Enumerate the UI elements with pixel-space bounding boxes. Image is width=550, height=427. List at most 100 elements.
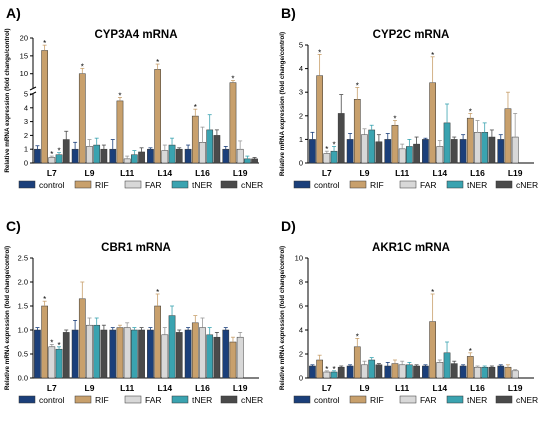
- bar-FAR-L19: [511, 370, 519, 379]
- bar-RIF-L14: [429, 321, 436, 379]
- y-tick-label: 5: [24, 90, 28, 99]
- legend-label-tNER: tNER: [192, 180, 212, 190]
- bar-RIF-L9: [78, 298, 86, 379]
- bar-control-L14: [422, 139, 429, 164]
- legend-label-FAR: FAR: [145, 180, 162, 190]
- bar-RIF-L7: [316, 359, 323, 379]
- legend-swatch-RIF: [74, 395, 92, 404]
- bar-tNER-L7: [55, 154, 63, 164]
- bar-control-L14: [147, 148, 154, 164]
- x-tick-label: L16: [195, 383, 210, 393]
- bar-cNER-L11: [138, 151, 145, 164]
- bar-control-L19: [222, 329, 230, 379]
- y-tick-label: 2: [24, 131, 28, 140]
- legend-swatch-tNER: [171, 395, 189, 404]
- y-tick-label: 2.0: [18, 278, 28, 287]
- legend-swatch-control: [18, 395, 36, 404]
- significance-star: *: [318, 48, 321, 57]
- bar-tNER-L16: [206, 334, 214, 379]
- bar-RIF-L7: [41, 50, 48, 164]
- bar-cNER-L16: [213, 135, 221, 164]
- y-tick-label: 0: [24, 159, 28, 168]
- bar-RIF-L19: [504, 108, 512, 164]
- legend-label-control: control: [39, 180, 65, 190]
- bar-FAR-L14: [436, 146, 444, 164]
- bar-control-L19: [497, 365, 505, 379]
- bar-cNER-L11: [413, 143, 420, 164]
- legend-label-RIF: RIF: [95, 395, 109, 405]
- bar-RIF-L9: [353, 99, 361, 164]
- bar-tNER-L9: [93, 324, 101, 379]
- bar-FAR-L7: [323, 153, 331, 164]
- bar-tNER-L19: [244, 158, 251, 164]
- y-tick-label: 2.5: [18, 254, 28, 263]
- bar-tNER-L11: [131, 154, 138, 164]
- bar-cNER-L16: [488, 136, 496, 164]
- y-tick-label: 2: [299, 111, 303, 120]
- bar-control-L7: [309, 139, 316, 164]
- y-tick-label: 3: [24, 117, 28, 126]
- bar-RIF-L9: [78, 73, 86, 164]
- x-tick-label: L9: [360, 383, 370, 393]
- bar-FAR-L9: [361, 134, 368, 164]
- bar-FAR-L16: [199, 327, 206, 379]
- bar-tNER-L9: [368, 129, 376, 164]
- x-tick-label: L19: [508, 168, 523, 178]
- chart-title: AKR1C mRNA: [372, 242, 450, 254]
- bar-cNER-L16: [488, 366, 496, 379]
- bar-tNER-L14: [443, 122, 451, 164]
- legend-label-FAR: FAR: [420, 395, 437, 405]
- bar-control-L16: [459, 139, 467, 164]
- legend-swatch-tNER: [446, 395, 464, 404]
- bar-tNER-L16: [206, 129, 214, 164]
- legend-swatch-control: [293, 180, 311, 189]
- legend-swatch-cNER: [495, 180, 513, 189]
- legend-label-FAR: FAR: [420, 180, 437, 190]
- bar-control-L7: [309, 365, 316, 379]
- panel-letter: A): [6, 5, 21, 21]
- bar-cNER-L19: [251, 158, 258, 164]
- legend-swatch-FAR: [124, 180, 142, 189]
- x-tick-label: L16: [470, 168, 485, 178]
- chart-title: CYP2C mRNA: [373, 29, 450, 41]
- bar-tNER-L16: [481, 132, 489, 164]
- x-tick-label: L19: [233, 168, 248, 178]
- y-tick-label: 10: [20, 69, 28, 78]
- y-tick-label: 0.5: [18, 350, 28, 359]
- bar-tNER-L7: [330, 150, 338, 164]
- bar-cNER-L14: [175, 332, 183, 379]
- bar-control-L19: [497, 139, 505, 164]
- significance-star: *: [50, 150, 53, 159]
- bar-tNER-L14: [443, 352, 451, 379]
- legend-swatch-cNER: [220, 395, 238, 404]
- y-tick-label: 4: [299, 64, 303, 73]
- y-tick-label: 3: [299, 88, 303, 97]
- bar-control-L7: [34, 329, 41, 379]
- legend-swatch-FAR: [124, 395, 142, 404]
- bar-cNER-L7: [337, 366, 345, 379]
- significance-star: *: [81, 62, 84, 71]
- bar-RIF-L9: [353, 346, 361, 379]
- bar-RIF-L14: [154, 305, 161, 379]
- significance-star: *: [332, 140, 335, 149]
- legend-label-RIF: RIF: [95, 180, 109, 190]
- legend-label-RIF: RIF: [370, 395, 384, 405]
- chart-panel-1: A) CYP3A4 mRNA Relative mRNA expression (f…: [4, 5, 263, 190]
- bar-RIF-L16: [466, 117, 474, 164]
- bar-RIF-L16: [466, 356, 474, 379]
- bar-cNER-L16: [213, 336, 221, 379]
- x-tick-label: L7: [322, 383, 332, 393]
- significance-star: *: [356, 81, 359, 90]
- x-tick-label: L11: [395, 383, 409, 393]
- x-tick-label: L9: [85, 383, 95, 393]
- bar-control-L14: [422, 365, 429, 379]
- chart-title: CYP3A4 mRNA: [94, 29, 177, 41]
- legend-label-control: control: [314, 395, 340, 405]
- bar-cNER-L11: [413, 365, 420, 379]
- bar-cNER-L9: [375, 141, 383, 164]
- legend-label-control: control: [314, 180, 340, 190]
- y-axis-label: Relative mRNA expression (fold change/co…: [4, 246, 11, 390]
- chart-panel-4: D) AKR1C mRNA Relative mRNA expression (fo…: [279, 218, 538, 405]
- bar-control-L9: [71, 329, 79, 379]
